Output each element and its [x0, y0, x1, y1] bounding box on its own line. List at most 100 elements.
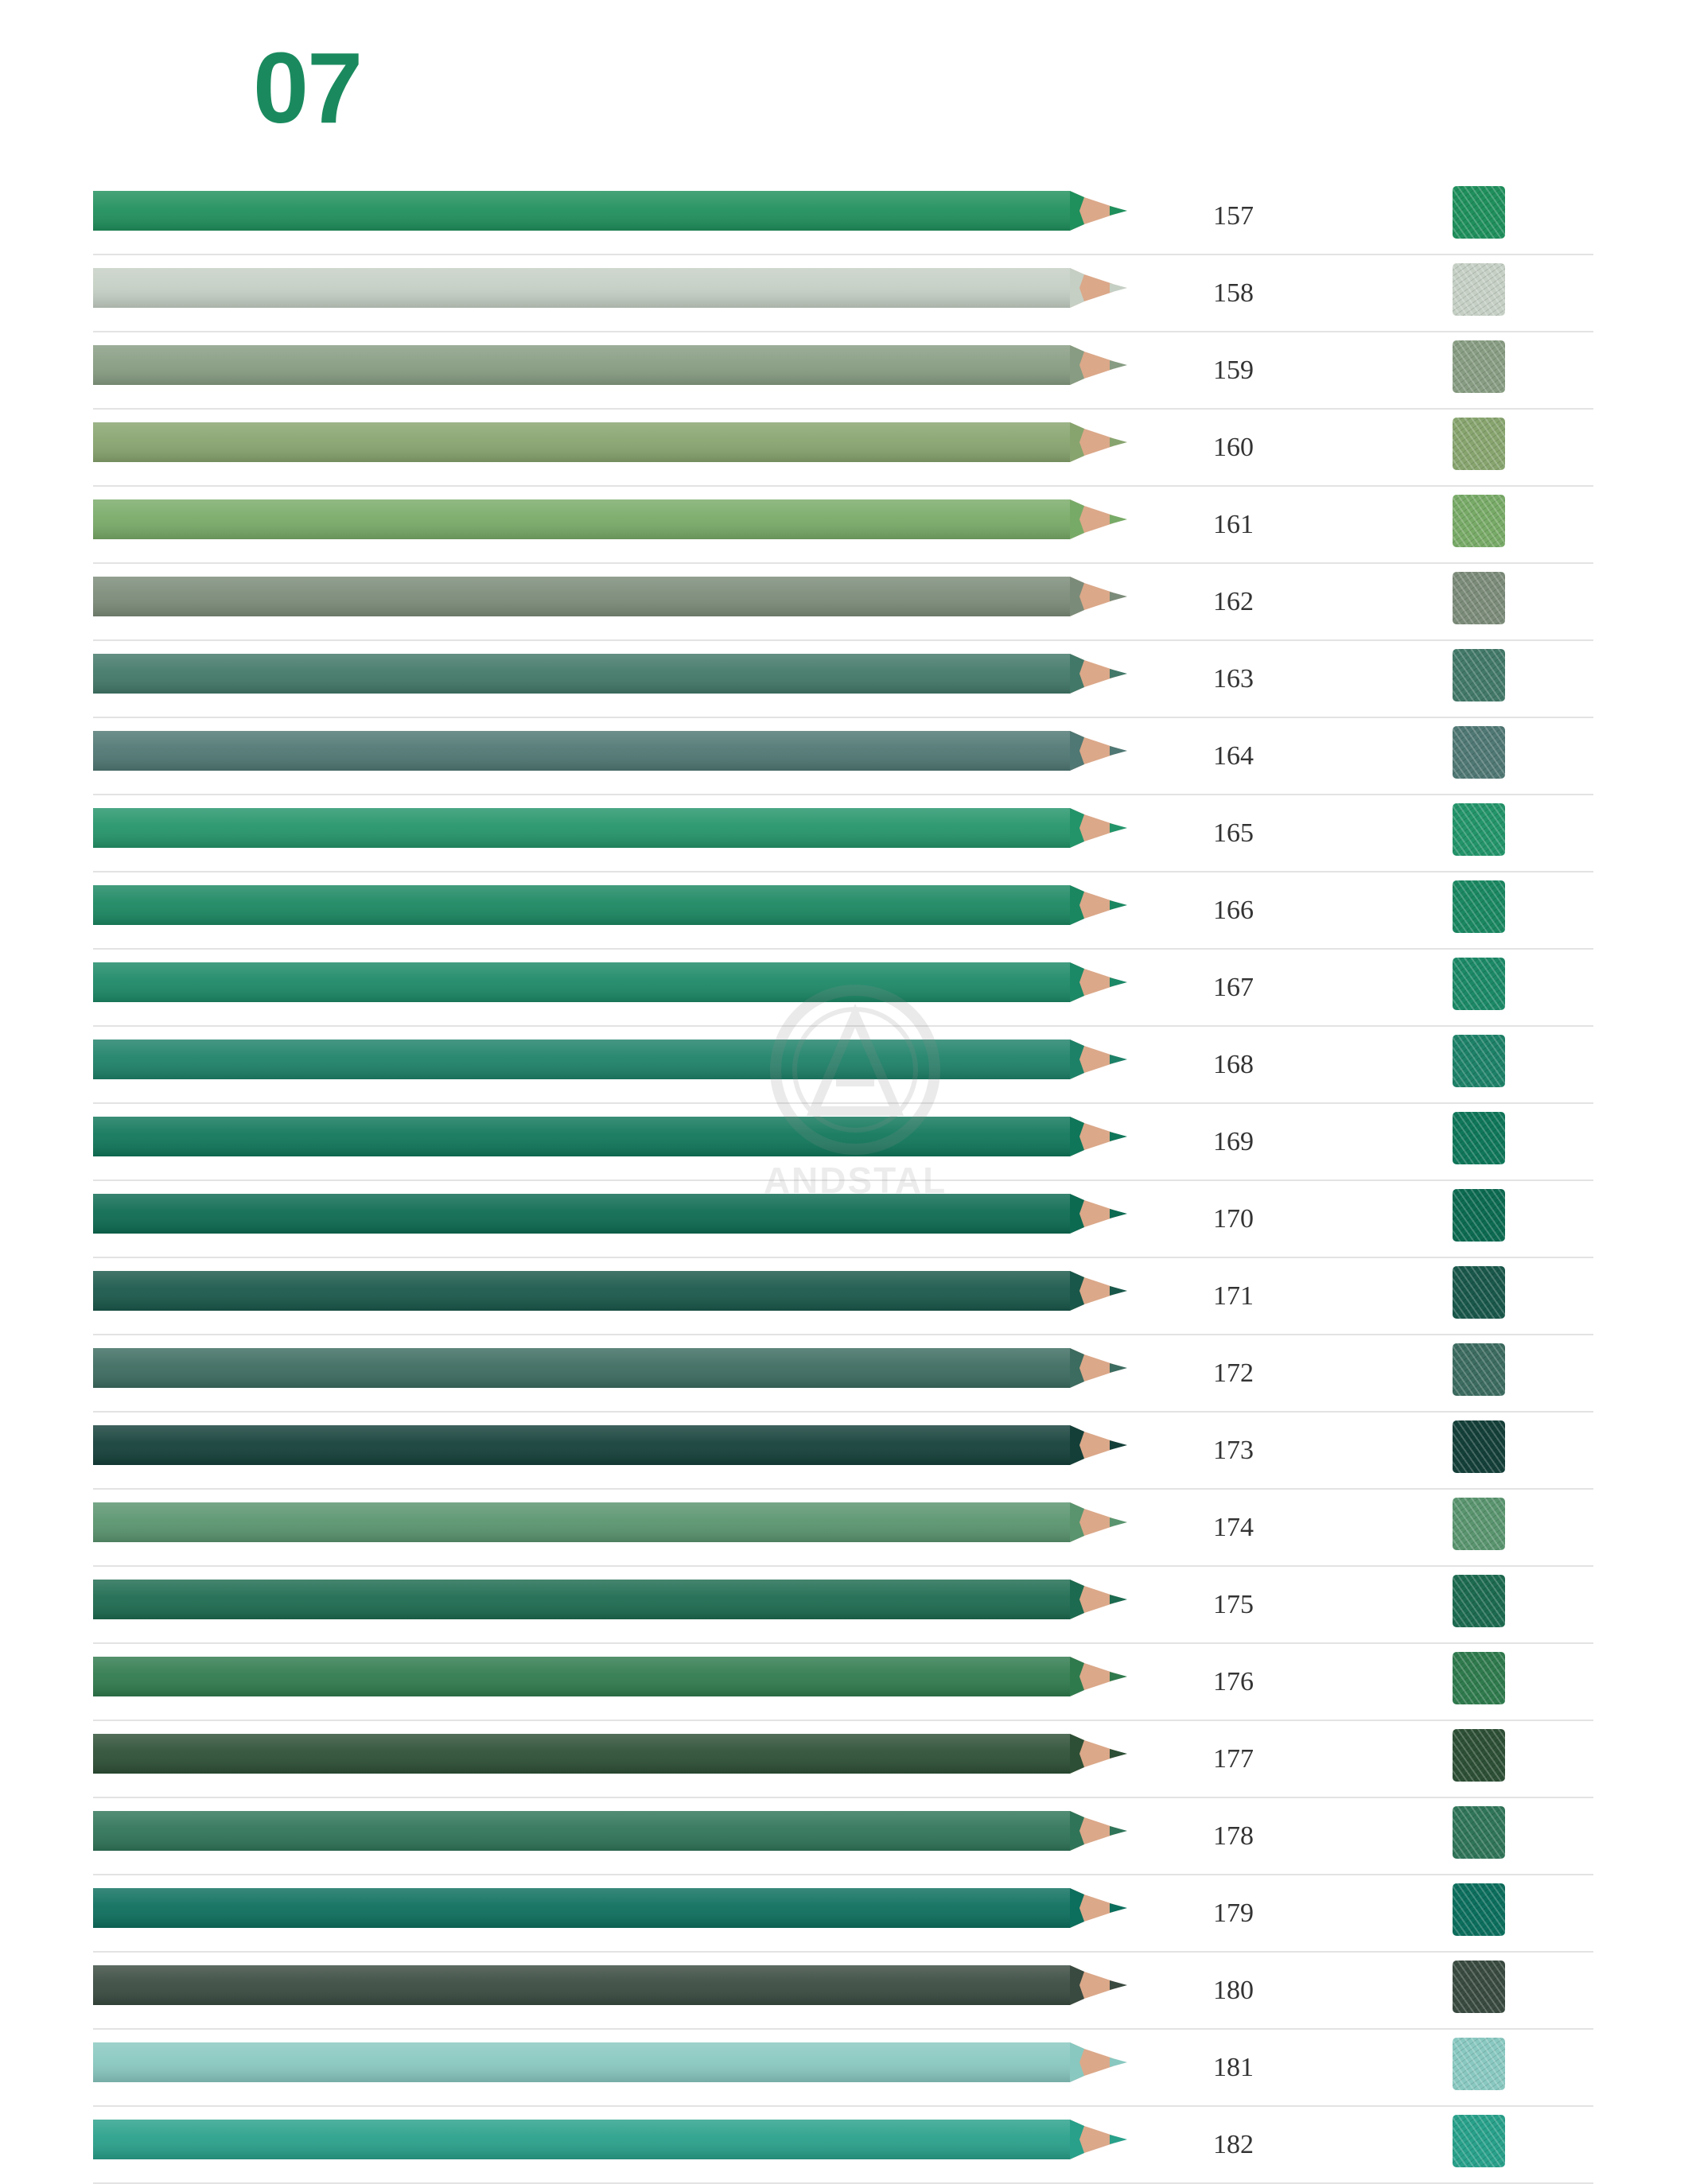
color-swatch	[1453, 726, 1505, 779]
color-code: 171	[1213, 1281, 1254, 1311]
color-code: 161	[1213, 510, 1254, 539]
pencil-row: 171	[93, 1258, 1593, 1335]
pencil-row: 157	[93, 178, 1593, 255]
pencil-illustration	[93, 885, 1127, 925]
pencil-illustration	[93, 962, 1127, 1002]
pencil-illustration	[93, 1425, 1127, 1465]
color-code: 178	[1213, 1821, 1254, 1851]
color-swatch	[1453, 1266, 1505, 1319]
color-swatch	[1453, 186, 1505, 239]
color-swatch	[1453, 572, 1505, 624]
color-code: 163	[1213, 664, 1254, 694]
pencil-illustration	[93, 2042, 1127, 2082]
color-code: 165	[1213, 818, 1254, 848]
color-swatch	[1453, 340, 1505, 393]
pencil-illustration	[93, 654, 1127, 694]
pencil-illustration	[93, 577, 1127, 616]
pencil-illustration	[93, 1271, 1127, 1311]
pencil-illustration	[93, 268, 1127, 308]
color-code: 170	[1213, 1204, 1254, 1234]
pencil-row: 165	[93, 795, 1593, 872]
pencil-illustration	[93, 731, 1127, 771]
pencil-illustration	[93, 1811, 1127, 1851]
color-swatch	[1453, 1883, 1505, 1936]
color-swatch	[1453, 1575, 1505, 1627]
page-title: 07	[253, 32, 363, 144]
color-code: 172	[1213, 1358, 1254, 1388]
color-code: 159	[1213, 356, 1254, 385]
pencil-row: 181	[93, 2030, 1593, 2107]
color-code: 164	[1213, 741, 1254, 771]
color-code: 174	[1213, 1513, 1254, 1542]
color-swatch	[1453, 1112, 1505, 1164]
pencil-row: 182	[93, 2107, 1593, 2184]
pencil-row: 167	[93, 950, 1593, 1027]
color-swatch	[1453, 1652, 1505, 1704]
pencil-illustration	[93, 1580, 1127, 1619]
pencil-illustration	[93, 1117, 1127, 1156]
color-code: 181	[1213, 2053, 1254, 2082]
pencil-row: 168	[93, 1027, 1593, 1104]
pencil-illustration	[93, 422, 1127, 462]
color-swatch	[1453, 880, 1505, 933]
pencil-illustration	[93, 1888, 1127, 1928]
color-code: 179	[1213, 1898, 1254, 1928]
color-swatch	[1453, 1420, 1505, 1473]
color-swatch	[1453, 1729, 1505, 1782]
pencil-row: 169	[93, 1104, 1593, 1181]
pencil-illustration	[93, 499, 1127, 539]
pencil-color-list: 157 158 159 160 161 162 163 164 165 166 167 168 169 1…	[93, 178, 1593, 2184]
color-swatch	[1453, 1189, 1505, 1242]
pencil-row: 176	[93, 1644, 1593, 1721]
pencil-illustration	[93, 1194, 1127, 1234]
pencil-illustration	[93, 345, 1127, 385]
pencil-row: 158	[93, 255, 1593, 332]
pencil-row: 172	[93, 1335, 1593, 1413]
color-swatch	[1453, 2038, 1505, 2090]
pencil-row: 162	[93, 564, 1593, 641]
color-swatch	[1453, 2115, 1505, 2167]
pencil-row: 160	[93, 410, 1593, 487]
color-code: 180	[1213, 1976, 1254, 2005]
pencil-row: 179	[93, 1875, 1593, 1953]
color-swatch	[1453, 495, 1505, 547]
pencil-row: 166	[93, 872, 1593, 950]
color-swatch	[1453, 958, 1505, 1010]
color-code: 175	[1213, 1590, 1254, 1619]
color-swatch	[1453, 1035, 1505, 1087]
color-code: 177	[1213, 1744, 1254, 1774]
color-code: 160	[1213, 433, 1254, 462]
pencil-row: 173	[93, 1413, 1593, 1490]
pencil-row: 164	[93, 718, 1593, 795]
color-code: 157	[1213, 201, 1254, 231]
color-code: 162	[1213, 587, 1254, 616]
pencil-row: 178	[93, 1798, 1593, 1875]
color-swatch	[1453, 1806, 1505, 1859]
color-code: 166	[1213, 896, 1254, 925]
pencil-row: 175	[93, 1567, 1593, 1644]
color-swatch	[1453, 803, 1505, 856]
pencil-row: 180	[93, 1953, 1593, 2030]
pencil-illustration	[93, 808, 1127, 848]
pencil-illustration	[93, 191, 1127, 231]
color-code: 168	[1213, 1050, 1254, 1079]
color-code: 173	[1213, 1436, 1254, 1465]
color-swatch	[1453, 1961, 1505, 2013]
pencil-illustration	[93, 1965, 1127, 2005]
pencil-illustration	[93, 1348, 1127, 1388]
pencil-row: 170	[93, 1181, 1593, 1258]
color-code: 169	[1213, 1127, 1254, 1156]
color-code: 167	[1213, 973, 1254, 1002]
pencil-illustration	[93, 1657, 1127, 1696]
pencil-row: 161	[93, 487, 1593, 564]
pencil-row: 174	[93, 1490, 1593, 1567]
pencil-illustration	[93, 2120, 1127, 2159]
color-code: 176	[1213, 1667, 1254, 1696]
color-swatch	[1453, 263, 1505, 316]
pencil-illustration	[93, 1734, 1127, 1774]
color-swatch	[1453, 418, 1505, 470]
color-swatch	[1453, 1343, 1505, 1396]
pencil-illustration	[93, 1502, 1127, 1542]
color-swatch	[1453, 649, 1505, 701]
color-code: 182	[1213, 2130, 1254, 2159]
